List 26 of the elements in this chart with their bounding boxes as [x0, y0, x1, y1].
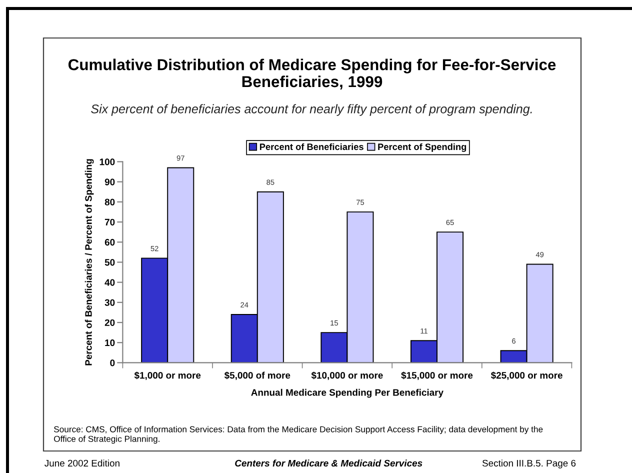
y-tick-label: 20 [104, 319, 115, 326]
x-tick-label: $1,000 or more [134, 372, 201, 380]
y-tick-label: 60 [104, 238, 115, 246]
y-tick-label: 50 [104, 259, 115, 266]
legend-label: Percent of Beneficiaries [260, 143, 364, 150]
legend-label: Percent of Spending [378, 143, 466, 152]
y-tick-label: 100 [100, 158, 115, 166]
chart-subtitle: Six percent of beneficiaries account for nearly fifty percent of program spending. [91, 104, 532, 116]
text: Centers for Medicare & Medicaid Services [235, 460, 422, 467]
text: June 2002 Edition [44, 460, 120, 467]
x-axis-title: Annual Medicare Spending Per Beneficiary [251, 388, 444, 398]
y-tick-label: 0 [110, 360, 115, 366]
y-tick-label: 90 [104, 178, 115, 186]
y-tick-label: 70 [104, 218, 115, 226]
x-tick-label: $25,000 or more [490, 372, 562, 380]
x-tick-label: $10,000 or more [311, 372, 383, 380]
chart-title: Cumulative Distribution of Medicare Spending for Fee-for-Service Beneficiaries, 1999 [68, 58, 556, 90]
y-tick-label: 10 [105, 339, 115, 346]
text: Section III.B.5. Page 6 [482, 460, 576, 468]
x-tick-label: $15,000 or more [401, 372, 473, 380]
y-axis-title: Percent of Beneficiaries / Percent of Spending [84, 159, 94, 366]
y-tick-label: 80 [104, 198, 115, 206]
x-tick-label: $5,000 of more [224, 372, 290, 380]
source-note: Source: CMS, Office of Information Services: Data from the Medicare Decision Support Access Facility; data development by the Office of Strategic Planning. [54, 426, 543, 444]
y-tick-label: 40 [104, 279, 115, 286]
y-tick-label: 30 [104, 299, 115, 306]
